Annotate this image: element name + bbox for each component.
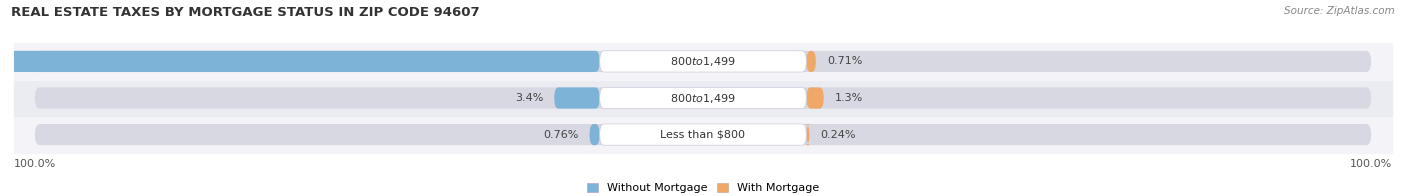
Text: 0.71%: 0.71% <box>827 56 862 66</box>
Text: $800 to $1,499: $800 to $1,499 <box>671 92 735 104</box>
Text: 1.3%: 1.3% <box>835 93 863 103</box>
FancyBboxPatch shape <box>35 124 1371 145</box>
Bar <box>14 43 1392 80</box>
FancyBboxPatch shape <box>807 51 815 72</box>
FancyBboxPatch shape <box>599 124 807 145</box>
Text: 0.76%: 0.76% <box>543 130 578 140</box>
FancyBboxPatch shape <box>554 87 599 109</box>
Text: Source: ZipAtlas.com: Source: ZipAtlas.com <box>1284 6 1395 16</box>
FancyBboxPatch shape <box>807 87 824 109</box>
FancyBboxPatch shape <box>0 51 599 72</box>
Text: $800 to $1,499: $800 to $1,499 <box>671 55 735 68</box>
Text: REAL ESTATE TAXES BY MORTGAGE STATUS IN ZIP CODE 94607: REAL ESTATE TAXES BY MORTGAGE STATUS IN … <box>11 6 479 19</box>
Text: 100.0%: 100.0% <box>1350 160 1392 170</box>
FancyBboxPatch shape <box>599 87 807 109</box>
Text: 3.4%: 3.4% <box>515 93 543 103</box>
Text: 0.24%: 0.24% <box>821 130 856 140</box>
FancyBboxPatch shape <box>589 124 599 145</box>
FancyBboxPatch shape <box>35 51 1371 72</box>
FancyBboxPatch shape <box>599 51 807 72</box>
Legend: Without Mortgage, With Mortgage: Without Mortgage, With Mortgage <box>588 183 818 193</box>
FancyBboxPatch shape <box>806 124 810 145</box>
Text: Less than $800: Less than $800 <box>661 130 745 140</box>
Bar <box>14 80 1392 116</box>
Text: 100.0%: 100.0% <box>14 160 56 170</box>
FancyBboxPatch shape <box>35 87 1371 109</box>
Bar <box>14 116 1392 153</box>
